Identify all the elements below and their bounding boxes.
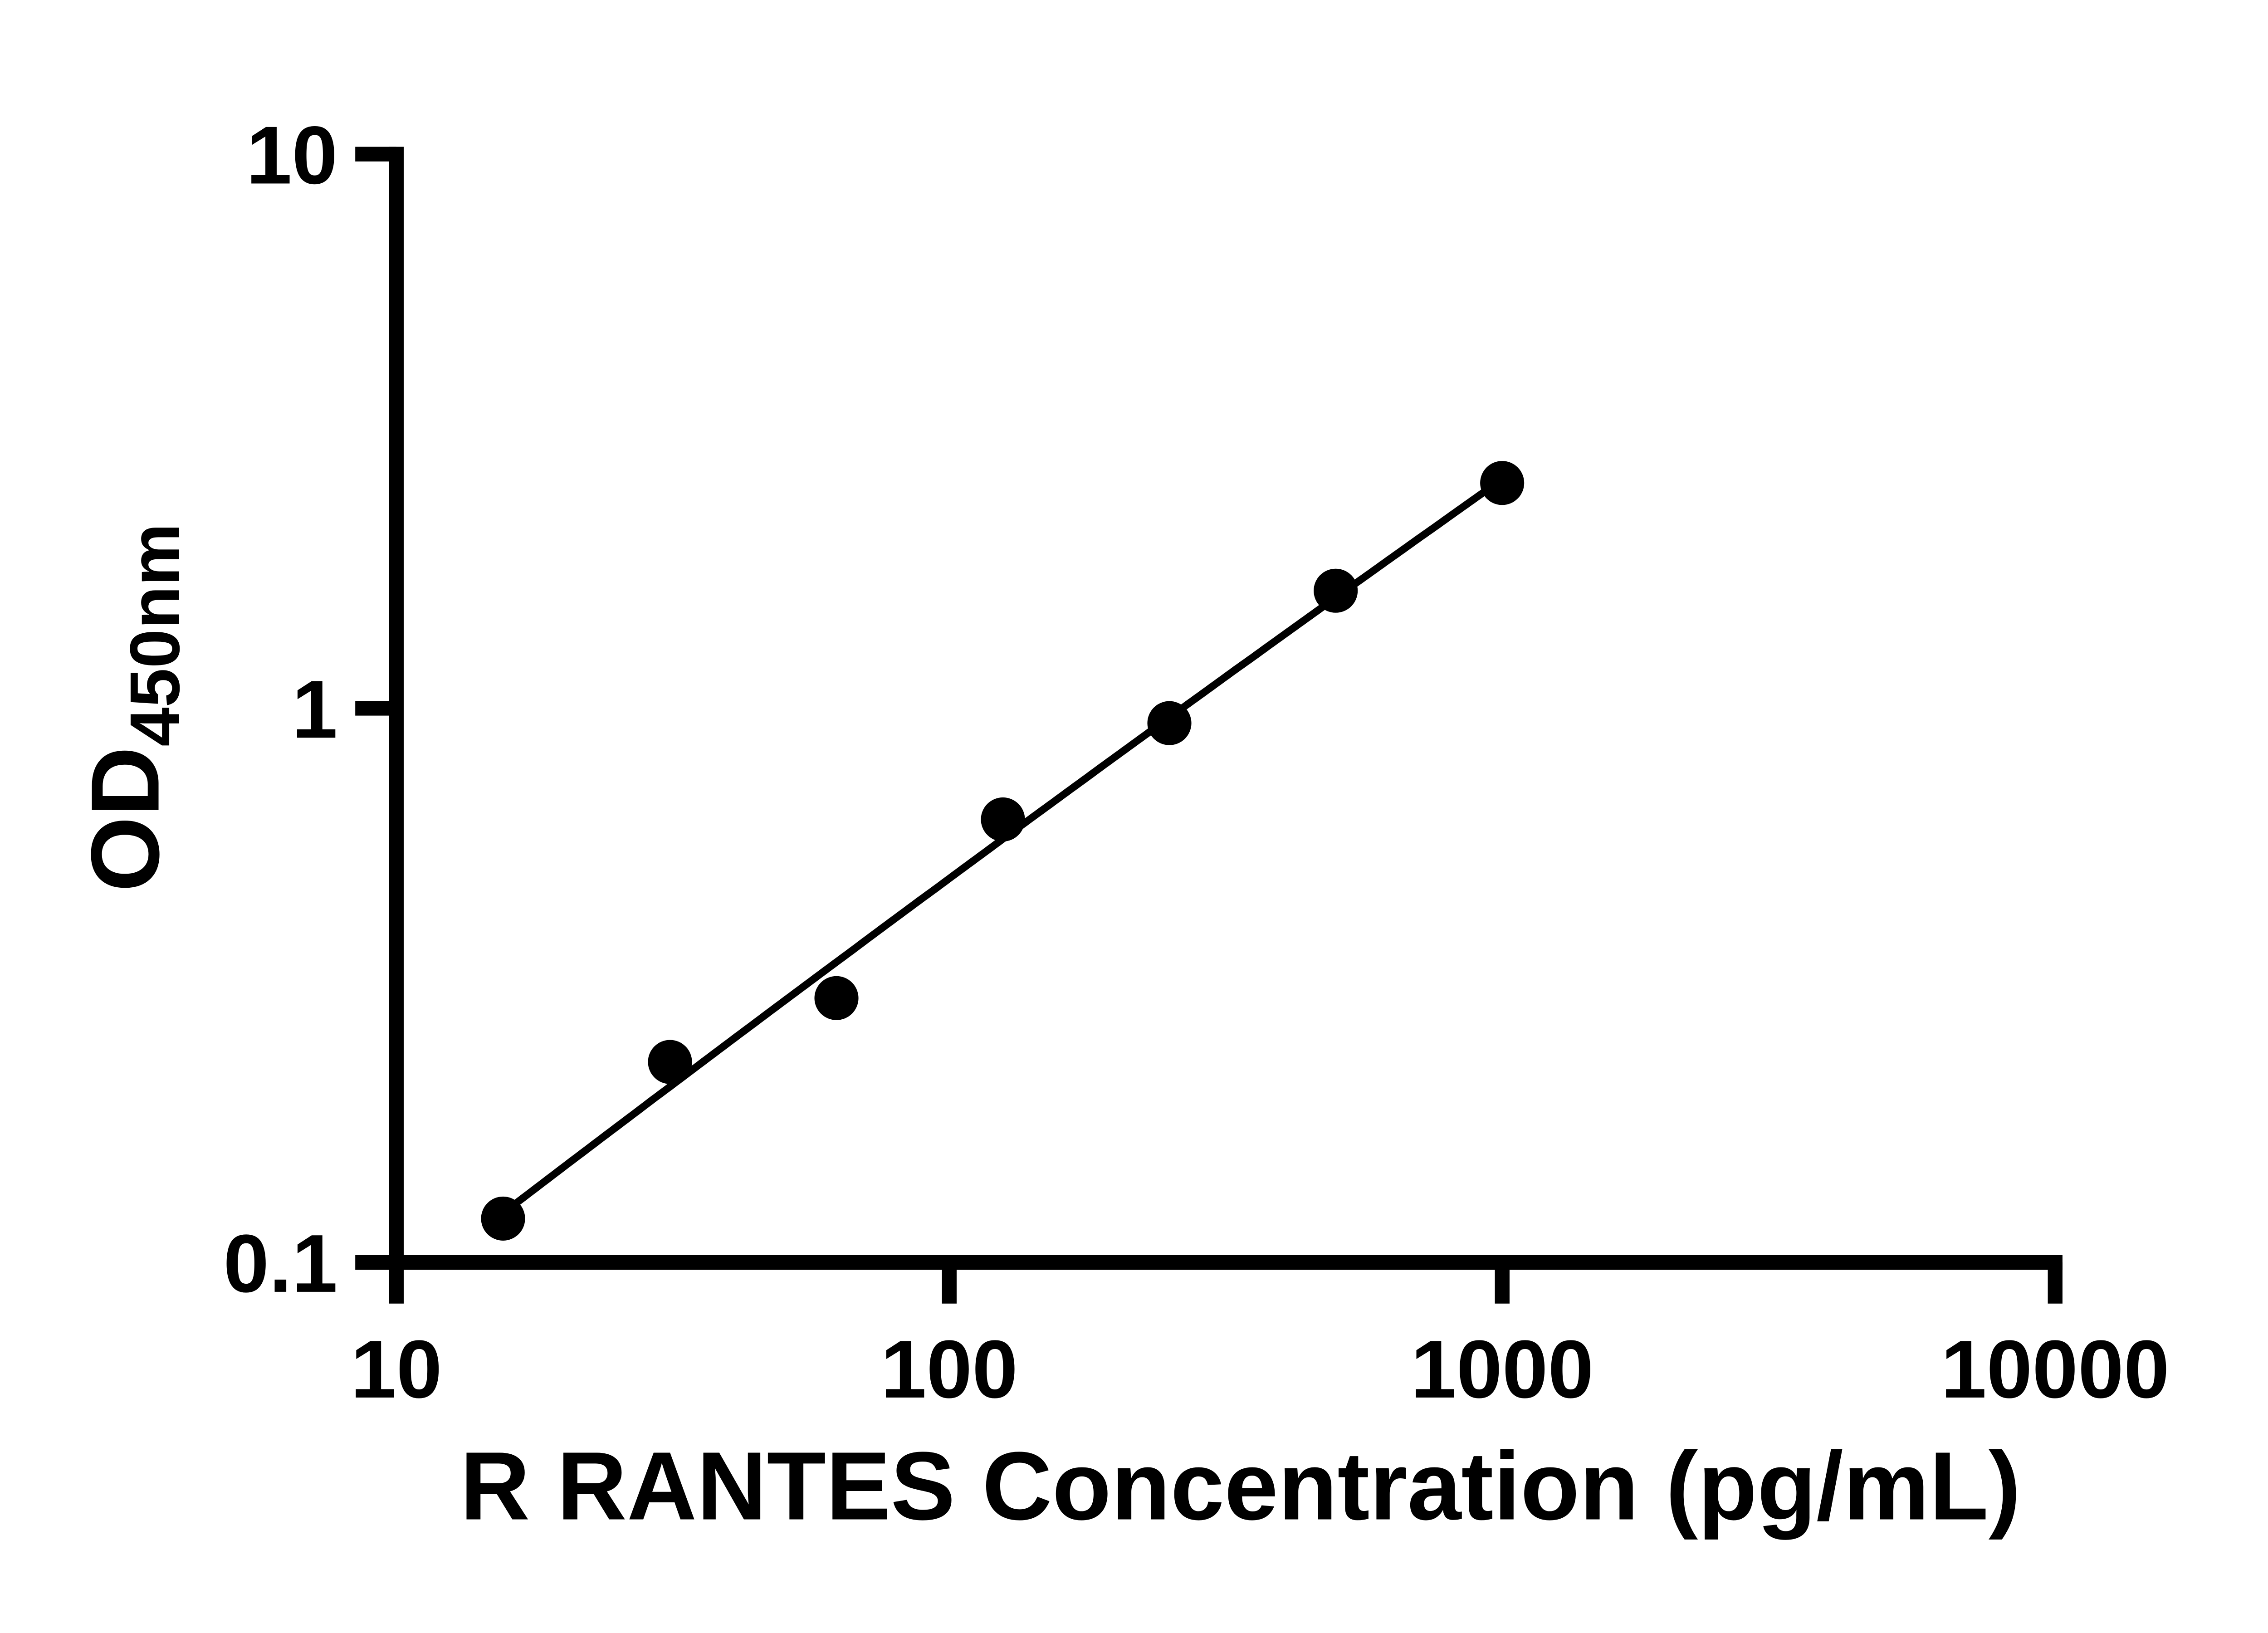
axis-ticks bbox=[355, 147, 2063, 1304]
data-points bbox=[481, 461, 1525, 1241]
x-tick-label: 10000 bbox=[1941, 1324, 2170, 1415]
data-point bbox=[648, 1040, 692, 1084]
y-axis-title: OD450nm bbox=[72, 523, 194, 892]
data-point bbox=[981, 797, 1025, 842]
data-point bbox=[1314, 568, 1358, 613]
axes bbox=[389, 147, 2063, 1270]
x-tick-label: 100 bbox=[881, 1324, 1018, 1415]
x-tick-label: 1000 bbox=[1411, 1324, 1593, 1415]
x-axis-title-text: R RANTES Concentration (pg/mL) bbox=[460, 1433, 2021, 1540]
data-point bbox=[1147, 701, 1192, 745]
y-tick-label: 0.1 bbox=[223, 1218, 337, 1310]
x-axis-title: R RANTES Concentration (pg/mL) bbox=[460, 1433, 2021, 1540]
y-tick-label: 10 bbox=[246, 110, 338, 201]
data-point bbox=[1480, 461, 1525, 505]
y-axis-title-main: OD bbox=[72, 747, 180, 892]
data-point bbox=[814, 976, 859, 1020]
y-tick-label: 1 bbox=[292, 664, 338, 755]
axis-tick-labels: 10 100 1000 10000 0.1 1 10 bbox=[223, 110, 2169, 1415]
data-point bbox=[481, 1196, 525, 1241]
y-axis-title-subscript: 450nm bbox=[115, 523, 194, 747]
x-tick-label: 10 bbox=[351, 1324, 442, 1415]
